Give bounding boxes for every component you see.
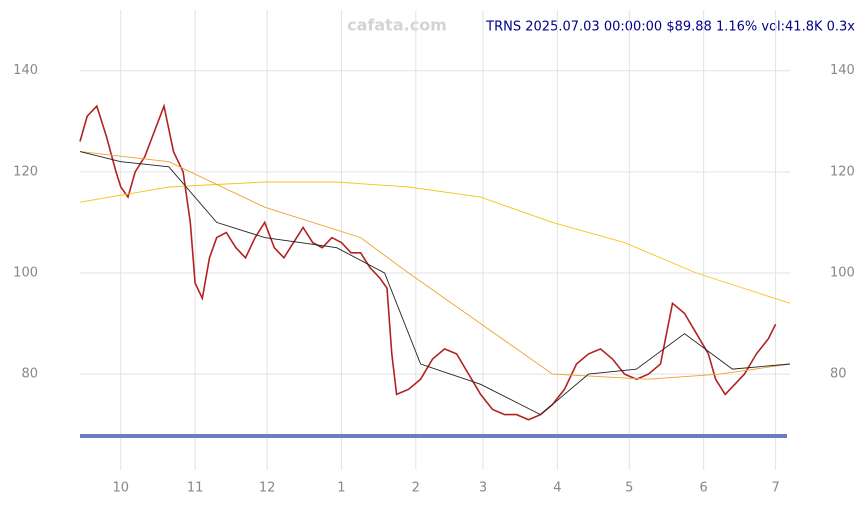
y-tick-label: 100 <box>13 265 38 280</box>
y-tick-label-right: 140 <box>830 63 855 78</box>
x-tick-label: 1 <box>337 481 345 496</box>
x-tick-label: 3 <box>479 481 487 496</box>
x-tick-label: 6 <box>700 481 708 496</box>
x-tick-label: 7 <box>771 481 779 496</box>
y-tick-label-right: 100 <box>830 265 855 280</box>
x-tick-label: 5 <box>625 481 633 496</box>
grid <box>80 10 790 470</box>
y-tick-label: 120 <box>13 164 38 179</box>
x-tick-label: 10 <box>113 481 130 496</box>
y-tick-label-right: 80 <box>830 367 847 382</box>
volume-strip <box>80 434 787 438</box>
series-line <box>79 103 777 421</box>
x-tick-label: 2 <box>412 481 420 496</box>
y-tick-label: 140 <box>13 63 38 78</box>
y-tick-label: 80 <box>21 367 38 382</box>
watermark: cafata.com <box>347 16 447 35</box>
x-tick-label: 11 <box>187 481 204 496</box>
y-tick-label-right: 120 <box>830 164 855 179</box>
x-tick-label: 12 <box>259 481 276 496</box>
series-line <box>79 151 791 416</box>
series-line <box>79 151 791 380</box>
x-tick-label: 4 <box>553 481 561 496</box>
chart-title: TRNS 2025.07.03 00:00:00 $89.88 1.16% vo… <box>485 20 855 35</box>
